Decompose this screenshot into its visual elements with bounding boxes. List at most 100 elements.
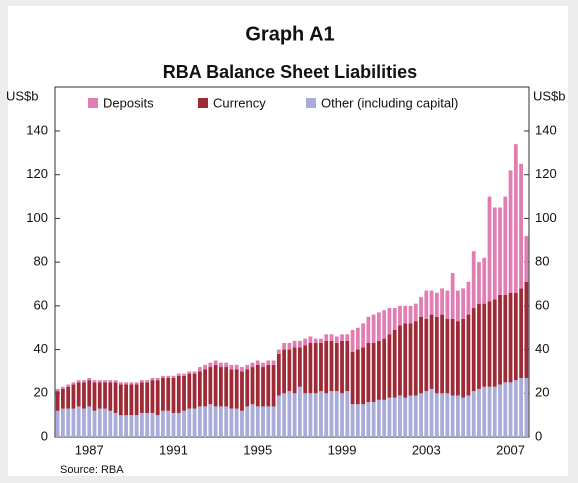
bar-segment <box>503 382 508 437</box>
bar-segment <box>187 373 192 409</box>
bar-segment <box>240 371 244 411</box>
bar-segment <box>124 415 128 437</box>
bar-segment <box>266 364 271 407</box>
y-tick-label: 60 <box>34 297 48 312</box>
bar-segment <box>456 395 460 437</box>
bar-segment <box>161 410 165 437</box>
bar-segment <box>361 347 365 405</box>
bar-segment <box>498 207 502 295</box>
bar-segment <box>171 375 176 378</box>
bar-segment <box>118 415 123 437</box>
bar-segment <box>229 364 234 370</box>
bar-segment <box>71 382 76 385</box>
bar-segment <box>292 393 297 437</box>
bar-segment <box>329 340 334 392</box>
bar-segment <box>487 386 492 437</box>
bar-segment <box>208 367 213 405</box>
bar-segment <box>482 257 487 304</box>
y2-tick-label: 20 <box>535 385 549 400</box>
bar-segment <box>118 382 123 385</box>
bar-segment <box>398 395 402 437</box>
x-tick-label: 1987 <box>75 442 104 457</box>
bar-segment <box>150 377 155 381</box>
bar-segment <box>303 393 308 437</box>
bar-segment <box>197 367 202 372</box>
bar-segment <box>424 290 429 319</box>
bar-segment <box>224 367 229 407</box>
bar-segment <box>234 364 239 370</box>
bar-segment <box>340 393 344 437</box>
bar-segment <box>334 343 339 392</box>
bar-segment <box>71 384 76 409</box>
bar-segment <box>182 410 186 437</box>
bar-segment <box>76 380 81 383</box>
bar-segment <box>103 382 107 409</box>
bar-segment <box>155 415 160 437</box>
bar-segment <box>276 395 281 437</box>
bar-segment <box>97 380 102 383</box>
bar-segment <box>419 316 423 394</box>
legend-label: Other (including capital) <box>321 95 458 110</box>
bar-segment <box>161 375 165 378</box>
y-tick-label: 0 <box>41 428 48 443</box>
bar-segment <box>324 393 329 437</box>
bar-segment <box>129 384 134 416</box>
bar-segment <box>108 380 113 383</box>
bar-segment <box>508 170 513 293</box>
bar-segment <box>471 308 476 392</box>
bar-segment <box>403 323 408 398</box>
bar-segment <box>140 382 144 413</box>
bar-segment <box>366 402 371 437</box>
bar-segment <box>477 388 481 437</box>
bar-segment <box>450 318 455 396</box>
bar-segment <box>461 318 466 398</box>
bar-segment <box>140 412 144 437</box>
bar-segment <box>329 334 334 341</box>
bar-segment <box>445 318 450 394</box>
bar-segment <box>82 382 86 409</box>
bar-segment <box>461 288 466 319</box>
bar-segment <box>287 391 292 437</box>
bar-segment <box>234 369 239 409</box>
bar-segment <box>219 362 223 368</box>
bar-segment <box>403 305 408 324</box>
bar-segment <box>313 338 318 344</box>
bar-segment <box>482 386 487 437</box>
bar-segment <box>203 364 207 370</box>
bar-segment <box>403 397 408 437</box>
bar-segment <box>271 360 276 365</box>
x-tick-label: 1999 <box>328 442 357 457</box>
bar-segment <box>519 288 523 378</box>
bar-segment <box>298 340 302 348</box>
bar-segment <box>466 281 471 315</box>
bar-segment <box>440 288 444 315</box>
chart-title: Graph A1 <box>245 23 334 45</box>
bar-segment <box>97 382 102 409</box>
y-axis-label: US$b <box>6 88 39 103</box>
chart-subtitle: RBA Balance Sheet Liabilities <box>163 62 417 82</box>
bar-segment <box>61 408 65 437</box>
bar-segment <box>371 314 376 344</box>
bar-segment <box>371 343 376 403</box>
bar-segment <box>498 384 502 437</box>
bar-segment <box>345 391 350 437</box>
bar-segment <box>319 338 323 344</box>
bar-segment <box>282 349 286 394</box>
y2-tick-label: 100 <box>535 210 557 225</box>
bar-segment <box>261 406 265 437</box>
bar-segment <box>134 382 139 385</box>
y-tick-label: 80 <box>34 254 48 269</box>
bar-segment <box>55 391 60 411</box>
bar-segment <box>166 410 171 437</box>
bar-segment <box>298 386 302 437</box>
bar-segment <box>219 367 223 407</box>
bar-segment <box>324 334 329 341</box>
bar-segment <box>334 336 339 344</box>
bar-segment <box>413 303 418 322</box>
bar-segment <box>419 393 423 437</box>
bar-segment <box>445 393 450 437</box>
bar-segment <box>471 391 476 437</box>
bar-segment <box>55 388 60 392</box>
bar-segment <box>250 367 255 405</box>
bar-segment <box>271 406 276 437</box>
